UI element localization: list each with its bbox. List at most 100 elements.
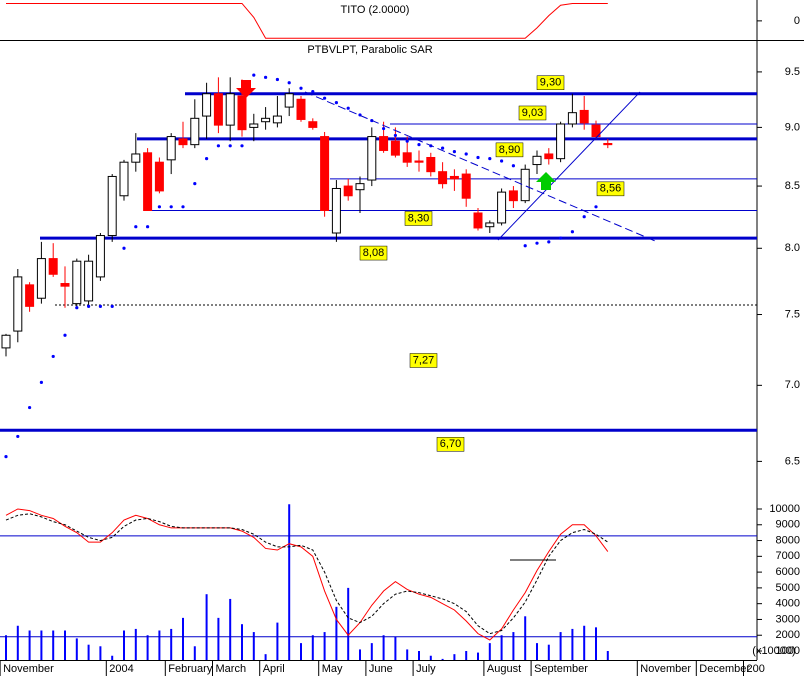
level-label: 9,03 [522,107,543,119]
candle-body [390,140,400,156]
volume-bar [111,655,114,660]
x-tick-label: September [534,663,588,675]
sar-dot [488,157,492,161]
volume-bar [606,651,609,660]
candle-body [296,98,306,120]
sar-dot [559,236,563,240]
buy-arrow [536,172,556,190]
y-tick-label: 9.5 [785,66,800,78]
volume-bar [205,594,208,660]
candle-body [320,136,330,211]
candle-body [25,284,35,307]
candle-body [520,168,530,202]
x-tick-label: March [216,663,247,675]
volume-bar [477,652,479,660]
x-tick-label: February [168,663,213,675]
volume-bar [500,635,503,660]
volume-bar [512,632,515,660]
y-tick-label: 9.0 [785,121,800,133]
volume-bar [547,644,550,660]
volume-bar [16,625,19,660]
volume-bar [323,632,326,660]
volume-bar [418,651,420,660]
sar-dot [228,144,232,148]
volume-bar [99,646,102,660]
volume-bar [465,651,468,660]
candle-body [308,121,318,128]
candle-body [591,124,601,138]
y-tick-label: 7000 [776,550,800,562]
level-label-box [596,181,625,197]
volume-bar [217,617,220,660]
sar-dot [547,240,551,244]
x-tick-label: 200 [747,663,765,675]
sar-dot [382,126,386,131]
candle-body [556,123,566,160]
sar-dot [287,81,291,85]
sar-dot [28,405,32,410]
sar-dot [169,205,173,209]
candle-body [1,334,11,349]
sar-dot [464,152,468,156]
candle-body [272,115,282,124]
sar-dot [405,139,409,143]
x-tick-label: May [322,663,343,675]
volume-bar [134,628,137,660]
candle-body [36,258,46,299]
sell-arrow [236,80,256,98]
volume-bar [28,630,31,660]
y-tick-label: 6.5 [785,455,800,467]
trend-line [497,91,641,241]
candle-body [225,93,235,126]
volume-bar [524,616,527,660]
candle-body [461,173,471,199]
candle-body [178,138,188,146]
sar-dot [346,106,350,110]
candle-body [367,136,377,181]
level-label: 8,08 [363,247,384,259]
x-tick-label: August [487,663,521,675]
sar-dot [535,241,539,245]
volume-bar [87,644,90,660]
candle-body [249,123,259,128]
volume-bar [158,630,161,660]
sar-dot [582,215,586,219]
volume-bar [559,632,562,660]
volume-bar [264,654,267,660]
line [5,513,609,635]
volume-bar [288,504,291,660]
y-tick-label: 2000 [776,629,800,641]
volume-bar [146,635,149,660]
sar-dot [134,225,138,229]
y-tick-label: 4000 [776,598,800,610]
level-label: 6,70 [440,438,461,450]
volume-bar [335,606,338,660]
sar-dot [252,73,256,77]
candle-body [544,153,554,160]
candle-body [438,171,448,185]
annotation-box [409,353,438,368]
candle-body [426,156,436,173]
level-label-box [536,75,565,90]
sar-dot [98,304,102,308]
level-label-box [359,245,388,261]
candle-body [532,155,542,166]
volume-bar [536,643,538,660]
volume-bar [347,587,350,660]
candle-body [497,191,507,224]
sar-dot [311,89,315,94]
x-tick-label: November [3,663,54,675]
sar-dot [240,144,244,148]
level-label-box [404,211,433,226]
sar-dot [417,143,421,147]
volume-bar [182,617,184,660]
x-tick-label: July [416,663,436,675]
y-tick-label: 8000 [776,534,800,546]
sar-dot [146,225,150,229]
sar-dot [511,164,515,168]
level-label: 9,30 [540,77,561,89]
volume-bar [123,630,125,660]
volume-bar [170,628,173,660]
candle-body [379,136,389,151]
